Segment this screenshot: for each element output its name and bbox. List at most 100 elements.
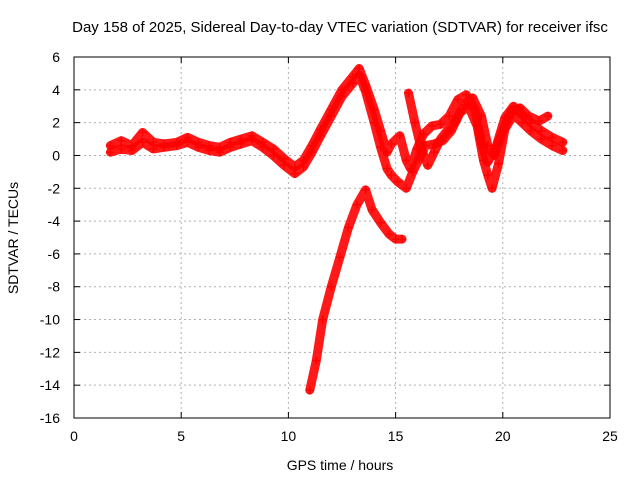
data-point [183,138,192,147]
data-point [370,118,379,127]
data-point [477,112,486,121]
x-tick-label: 15 [388,428,404,444]
data-point [548,133,557,142]
data-point [344,223,353,232]
data-point [383,164,392,173]
data-point [117,136,126,145]
data-point [312,356,321,365]
data-point [408,167,417,176]
data-point [368,205,377,214]
data-point [385,230,394,239]
data-point [117,144,126,153]
data-point [318,315,327,324]
data-point [535,116,544,125]
data-point [205,146,214,155]
x-tick-label: 10 [281,428,297,444]
series-4 [305,185,407,395]
data-point [515,103,524,112]
data-point [451,116,460,125]
y-tick-label: 4 [52,82,60,98]
y-tick-label: -16 [40,410,60,426]
x-tick-label: 5 [177,428,185,444]
data-point [558,138,567,147]
y-tick-label: 0 [52,147,60,163]
y-tick-label: -14 [40,377,60,393]
data-point [387,139,396,148]
data-point [307,148,316,157]
data-point [453,95,462,104]
y-tick-label: -4 [48,213,61,229]
x-tick-label: 20 [495,428,511,444]
data-point [558,146,567,155]
data-point [127,146,136,155]
x-axis-label: GPS time / hours [287,457,394,473]
data-point [548,141,557,150]
data-point [494,159,503,168]
y-tick-label: -12 [40,344,60,360]
data-point [280,161,289,170]
series-layer [105,64,568,395]
data-point [290,169,299,178]
data-point [361,87,370,96]
data-point [316,131,325,140]
data-point [428,121,437,130]
data-point [376,218,385,227]
series-trace [105,70,568,193]
data-point [387,171,396,180]
plot-frame [73,56,611,419]
data-point [423,161,432,170]
data-point [160,143,169,152]
data-point [417,144,426,153]
data-point [436,135,445,144]
data-point [106,148,115,157]
data-point [518,118,527,127]
data-point [537,135,546,144]
data-point [402,156,411,165]
data-point [355,71,364,80]
data-point [468,94,477,103]
y-tick-label: 2 [52,115,60,131]
data-point [498,126,507,135]
series-3 [404,88,553,170]
y-axis-label: SDTVAR / TECUs [5,182,21,294]
data-point [138,138,147,147]
data-point [226,143,235,152]
y-tick-label: -2 [48,180,61,196]
data-point [507,107,516,116]
data-point [215,148,224,157]
data-point [410,118,419,127]
data-point [436,120,445,129]
x-tick-label: 0 [70,428,78,444]
data-point [305,386,314,395]
data-point [269,151,278,160]
data-point [393,177,402,186]
data-point [194,143,203,152]
data-point [327,112,336,121]
data-point [488,184,497,193]
data-point [395,131,404,140]
data-point [376,143,385,152]
data-point [483,171,492,180]
data-point [237,139,246,148]
data-point [258,143,267,152]
data-point [402,184,411,193]
y-tick-label: 6 [52,49,60,65]
data-point [443,126,452,135]
data-point [338,92,346,101]
data-point [404,89,413,98]
data-point [335,253,344,262]
chart-title: Day 158 of 2025, Sidereal Day-to-day VTE… [72,19,608,36]
data-point [149,144,158,153]
data-point [543,112,552,121]
grid-layer [74,57,610,418]
data-point [247,136,256,145]
data-point [138,128,147,137]
data-point [430,148,439,157]
data-point [353,200,362,209]
data-point [524,112,533,121]
y-tick-label: -10 [40,312,60,328]
series-2 [105,70,568,193]
data-point [398,235,407,244]
